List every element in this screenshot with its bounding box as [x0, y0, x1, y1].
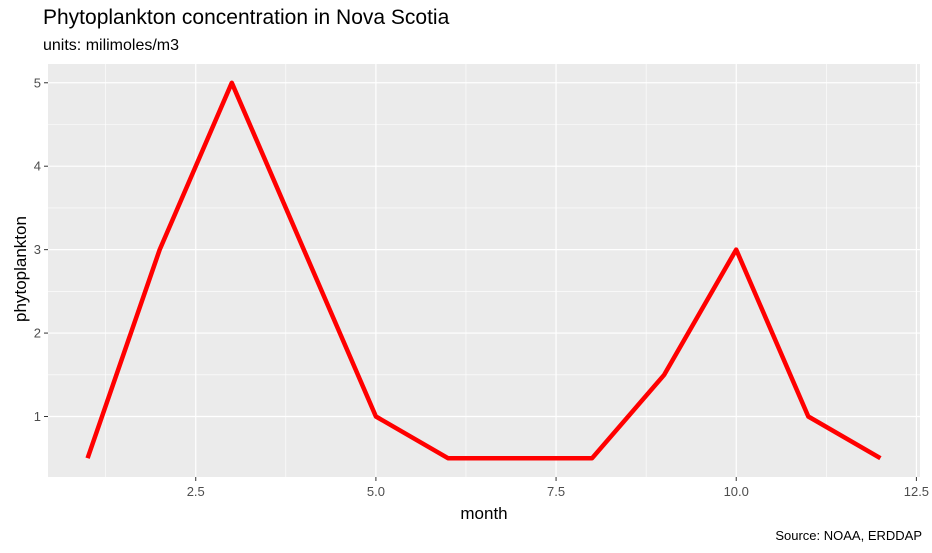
y-axis-title: phytoplankton [11, 216, 30, 322]
plot-panel [48, 64, 920, 477]
x-axis-title: month [460, 504, 507, 523]
y-tick-label: 5 [34, 75, 41, 90]
series-line [85, 80, 882, 461]
chart-caption: Source: NOAA, ERDDAP [775, 528, 922, 543]
x-tick-label: 10.0 [724, 484, 749, 499]
series-layer [85, 80, 882, 461]
x-tick-label: 2.5 [187, 484, 205, 499]
chart-title: Phytoplankton concentration in Nova Scot… [43, 6, 450, 29]
minor-gridlines [48, 64, 920, 477]
x-tick-label: 12.5 [904, 484, 929, 499]
y-tick-label: 2 [34, 326, 41, 341]
x-axis-ticks: 2.5 5.0 7.5 10.0 12.5 [187, 477, 929, 499]
y-tick-label: 4 [34, 159, 41, 174]
major-gridlines [48, 64, 920, 477]
y-axis-ticks: 1 2 3 4 5 [34, 75, 48, 424]
chart-subtitle: units: milimoles/m3 [43, 37, 180, 54]
y-tick-label: 3 [34, 242, 41, 257]
x-tick-label: 7.5 [547, 484, 565, 499]
x-tick-label: 5.0 [367, 484, 385, 499]
y-tick-label: 1 [34, 409, 41, 424]
